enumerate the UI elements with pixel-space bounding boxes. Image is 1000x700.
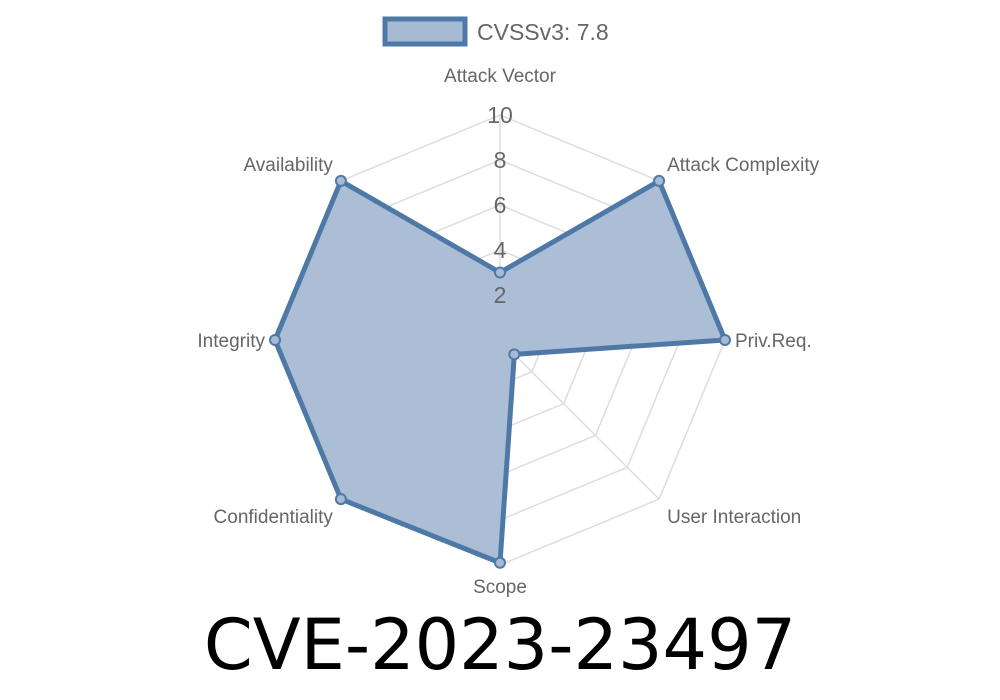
axis-label: Attack Vector bbox=[444, 66, 557, 87]
grid-spoke bbox=[499, 339, 660, 500]
legend[interactable]: CVSSv3: 7.8 bbox=[382, 16, 609, 47]
axis-label: Scope bbox=[473, 577, 527, 598]
axis-label: Availability bbox=[243, 155, 333, 176]
data-point[interactable] bbox=[719, 334, 731, 346]
data-point[interactable] bbox=[508, 348, 521, 361]
data-point[interactable] bbox=[334, 174, 347, 187]
tick-label: 8 bbox=[494, 147, 507, 173]
data-point[interactable] bbox=[653, 174, 666, 187]
axis-label: Priv.Req. bbox=[735, 331, 812, 352]
axis-label: Integrity bbox=[197, 331, 265, 352]
series bbox=[269, 174, 731, 569]
legend-swatch bbox=[382, 16, 468, 47]
axis-label: Attack Complexity bbox=[667, 155, 820, 176]
tick-label: 10 bbox=[487, 102, 513, 128]
data-point[interactable] bbox=[334, 493, 347, 506]
data-point[interactable] bbox=[494, 266, 506, 279]
legend-label: CVSSv3: 7.8 bbox=[477, 19, 609, 45]
axis-label: Confidentiality bbox=[214, 507, 334, 528]
axis-labels: Attack Vector Attack Complexity Priv.Req. U… bbox=[197, 66, 819, 598]
chart-title: CVE-2023-23497 bbox=[203, 604, 797, 686]
tick-label: 4 bbox=[494, 237, 507, 263]
tick-labels: 2 4 6 8 10 bbox=[487, 102, 513, 308]
tick-label: 6 bbox=[494, 192, 507, 218]
tick-label: 2 bbox=[494, 282, 507, 308]
axis-label: User Interaction bbox=[667, 507, 801, 528]
data-point[interactable] bbox=[494, 556, 506, 569]
data-point[interactable] bbox=[269, 334, 281, 346]
